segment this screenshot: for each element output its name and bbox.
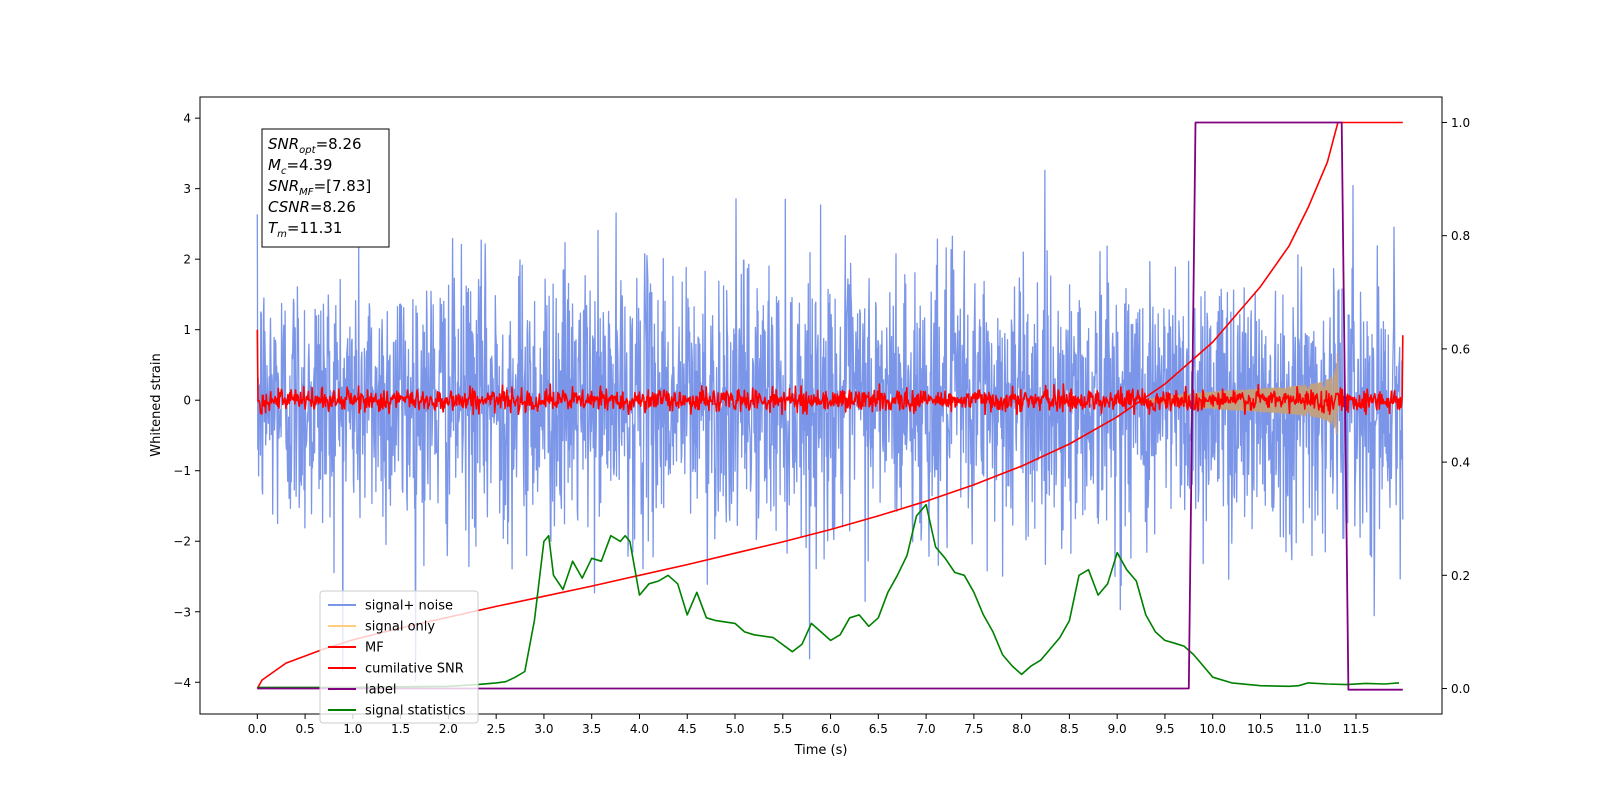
annotation-symbol: T <box>268 219 279 237</box>
legend-entry: signal+ noise <box>365 599 453 614</box>
x-tick-label: 2.0 <box>439 722 458 736</box>
annotation-value: =4.39 <box>286 156 332 174</box>
y-axis-right: 0.0 0.2 0.4 0.6 0.8 1.0 <box>1442 116 1470 696</box>
annotation-frame <box>261 128 390 248</box>
x-axis: 0.0 0.5 1.0 1.5 2.0 2.5 3.0 3.5 4.0 4.5 5.0 5.5 6.0 6… <box>248 714 1370 736</box>
x-tick-label: 10.0 <box>1199 722 1226 736</box>
x-tick-label: 2.5 <box>487 722 506 736</box>
x-tick-label: 11.0 <box>1295 722 1322 736</box>
y-right-tick-label: 0.8 <box>1451 229 1470 243</box>
y-tick-label: −4 <box>173 676 191 690</box>
annotation-line: SNRopt=8.26 <box>268 135 362 156</box>
y-tick-label: 2 <box>183 253 191 267</box>
y-tick-label: 0 <box>183 394 191 408</box>
legend: signal+ noise signal only MF cumilative SNR… <box>319 590 479 724</box>
x-tick-label: 4.0 <box>630 722 649 736</box>
y-right-tick-label: 0.6 <box>1451 342 1470 356</box>
legend-entry: label <box>365 683 396 698</box>
annotation-subscript: c <box>281 166 287 177</box>
axes-frame <box>199 96 1443 715</box>
y-tick-label: −2 <box>173 535 191 549</box>
x-tick-label: 6.5 <box>869 722 888 736</box>
y-right-tick-label: 0.0 <box>1451 682 1470 696</box>
legend-entry: MF <box>365 641 384 656</box>
x-tick-label: 9.5 <box>1155 722 1174 736</box>
annotation-subscript: opt <box>299 145 316 156</box>
series-line <box>257 121 1403 691</box>
annotation-line: SNRMF=[7.83] <box>268 177 371 198</box>
y-axis-label: Whitened strain <box>149 353 164 456</box>
x-tick-label: 10.5 <box>1247 722 1274 736</box>
y-axis-left: −4 −3 −2 −1 0 1 2 3 4 <box>173 112 200 690</box>
annotation-box: SNRopt=8.26Mc=4.39SNRMF=[7.83]CSNR=8.26T… <box>261 128 390 248</box>
x-tick-label: 3.5 <box>582 722 601 736</box>
annotation-value: =[7.83] <box>314 177 372 195</box>
x-axis-label: Time (s) <box>794 743 848 758</box>
annotation-symbol: SNR <box>268 177 299 195</box>
legend-entry: cumilative SNR <box>365 662 464 677</box>
y-tick-label: 1 <box>183 323 191 337</box>
x-tick-label: 9.0 <box>1108 722 1127 736</box>
x-tick-label: 8.0 <box>1012 722 1031 736</box>
x-tick-label: 7.5 <box>964 722 983 736</box>
x-tick-label: 0.5 <box>296 722 315 736</box>
y-right-tick-label: 0.4 <box>1451 456 1470 470</box>
x-tick-label: 3.0 <box>534 722 553 736</box>
x-tick-label: 5.0 <box>725 722 744 736</box>
legend-entry: signal only <box>365 620 435 635</box>
x-tick-label: 1.5 <box>391 722 410 736</box>
annotation-value: =11.31 <box>287 219 343 237</box>
legend-entry: signal statistics <box>365 704 466 719</box>
annotation-subscript: m <box>277 229 287 240</box>
x-tick-label: 7.0 <box>917 722 936 736</box>
annotation-symbol: SNR <box>268 135 299 153</box>
annotation-value: =8.26 <box>316 135 362 153</box>
x-tick-label: 8.5 <box>1060 722 1079 736</box>
series-line <box>257 503 1400 689</box>
legend-frame <box>319 590 479 724</box>
annotation-value: =8.26 <box>310 198 356 216</box>
y-tick-label: −1 <box>173 464 191 478</box>
x-tick-label: 0.0 <box>248 722 267 736</box>
annotation-line: CSNR=8.26 <box>268 198 356 216</box>
annotation-line: Mc=4.39 <box>268 156 332 177</box>
annotation-line: Tm=11.31 <box>268 219 342 240</box>
annotation-symbol: M <box>268 156 281 174</box>
x-tick-label: 11.5 <box>1343 722 1370 736</box>
y-tick-label: 3 <box>183 182 191 196</box>
series-line <box>256 329 1404 416</box>
x-tick-label: 5.5 <box>773 722 792 736</box>
annotation-subscript: MF <box>299 187 314 198</box>
x-tick-label: 1.0 <box>343 722 362 736</box>
x-tick-label: 6.0 <box>821 722 840 736</box>
y-tick-label: −3 <box>173 605 191 619</box>
x-tick-label: 4.5 <box>678 722 697 736</box>
y-right-tick-label: 1.0 <box>1451 116 1470 130</box>
y-right-tick-label: 0.2 <box>1451 569 1470 583</box>
annotation-symbol: CSNR <box>268 198 310 216</box>
y-tick-label: 4 <box>183 112 191 126</box>
